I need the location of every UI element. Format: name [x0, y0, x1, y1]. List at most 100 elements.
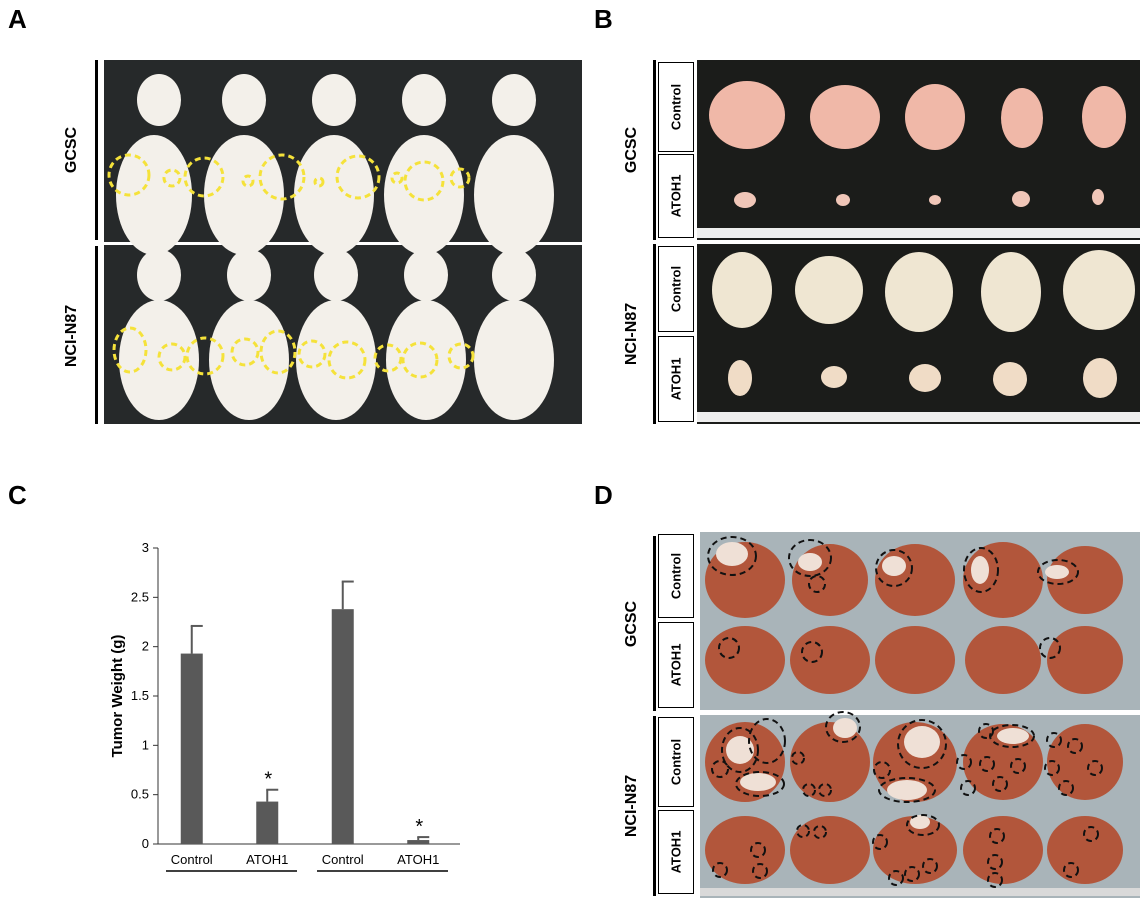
metastasis-circle [979, 756, 995, 772]
tumor [836, 194, 850, 206]
metastasis [910, 815, 930, 829]
metastasis-circle [796, 824, 810, 838]
liver [1047, 546, 1123, 614]
liver [705, 816, 785, 884]
metastasis-circle [1067, 738, 1083, 754]
tumor-circle [449, 167, 471, 189]
tumor [821, 366, 847, 388]
tumor-circle [107, 153, 151, 197]
metastasis-circle [721, 727, 759, 773]
ruler [700, 888, 1140, 896]
mouse [386, 249, 466, 420]
label-box-atoh1: ATOH1 [658, 336, 694, 422]
metastasis-circle [802, 783, 816, 797]
liver [965, 626, 1041, 694]
metastasis-circle [1044, 760, 1060, 776]
metastasis-circle [1087, 760, 1103, 776]
tumor [734, 192, 756, 208]
metastasis [904, 726, 940, 758]
metastasis-circle [1046, 732, 1062, 748]
tumor [810, 85, 880, 149]
metastasis-circle [878, 777, 936, 803]
tumor-photo [697, 60, 1140, 424]
row-label-ncin87: NCI-N87 [623, 302, 640, 366]
mice-photo [104, 60, 582, 424]
metastasis-circle [1058, 780, 1074, 796]
metastasis-circle [978, 723, 994, 739]
metastasis [1045, 565, 1069, 579]
metastasis-circle [987, 872, 1003, 888]
tumor-circle [401, 341, 439, 379]
metastasis-circle [897, 719, 947, 769]
metastasis-circle [712, 862, 728, 878]
category-label: Control [171, 852, 213, 867]
significance-mark: * [415, 816, 423, 838]
tumor-circle [297, 339, 327, 369]
y-axis-title: Tumor Weight (g) [109, 635, 126, 758]
metastasis [971, 556, 989, 584]
label-box-atoh1: ATOH1 [658, 810, 694, 894]
mouse [296, 249, 376, 420]
tumor [712, 252, 772, 328]
tumor-circle [112, 326, 148, 374]
row-label-ncin87: NCI-N87 [63, 304, 80, 368]
liver [875, 544, 955, 616]
tumor-circle [185, 336, 225, 376]
metastasis-circle [711, 760, 729, 778]
label-box-control: Control [658, 717, 694, 807]
y-tick-label: 1 [142, 737, 149, 752]
ruler [697, 228, 1140, 238]
metastasis-circle [1039, 637, 1061, 659]
liver [790, 722, 870, 802]
tumor [981, 252, 1041, 332]
metastasis [716, 542, 748, 566]
bar [331, 609, 354, 844]
tumor-circle [241, 174, 255, 188]
metastasis-circle [791, 751, 805, 765]
metastasis-circle [825, 711, 861, 743]
bracket-bar [95, 246, 98, 424]
metastasis [726, 736, 754, 764]
bar [407, 840, 430, 844]
metastasis-circle [1083, 826, 1099, 842]
metastasis-circle [992, 776, 1008, 792]
tumor [1063, 250, 1135, 330]
metastasis-circle [1063, 862, 1079, 878]
significance-mark: * [264, 769, 272, 791]
row-label-ncin87: NCI-N87 [623, 774, 640, 838]
liver [705, 626, 785, 694]
metastasis-circle [963, 547, 999, 593]
tumor [1001, 88, 1043, 148]
tumor [929, 195, 941, 205]
tumor-circle [447, 342, 475, 370]
tumor-circle [313, 176, 325, 188]
category-label: ATOH1 [246, 852, 288, 867]
tumor-circle [327, 340, 367, 380]
liver-photo [700, 532, 1140, 898]
metastasis [887, 780, 927, 800]
metastasis-circle [750, 842, 766, 858]
metastasis-circle [818, 783, 832, 797]
tumor-circle [183, 156, 225, 198]
metastasis-circle [813, 825, 827, 839]
mouse [474, 249, 554, 420]
metastasis-circle [752, 863, 768, 879]
tumor [1012, 191, 1030, 207]
tumor [909, 364, 941, 392]
metastasis-circle [989, 828, 1005, 844]
mouse [474, 74, 554, 255]
tumor [795, 256, 863, 324]
metastasis [997, 728, 1029, 744]
bracket-bar [653, 536, 656, 711]
metastasis-circle [922, 858, 938, 874]
metastasis-circle [808, 575, 826, 593]
panel-label-b: B [594, 4, 613, 34]
metastasis [798, 553, 822, 571]
metastasis-circle [873, 761, 891, 779]
bar [256, 801, 279, 844]
label-box-atoh1: ATOH1 [658, 154, 694, 238]
metastasis-circle [788, 539, 832, 577]
tumor [728, 360, 752, 396]
label-box-atoh1: ATOH1 [658, 622, 694, 708]
liver [790, 816, 870, 884]
